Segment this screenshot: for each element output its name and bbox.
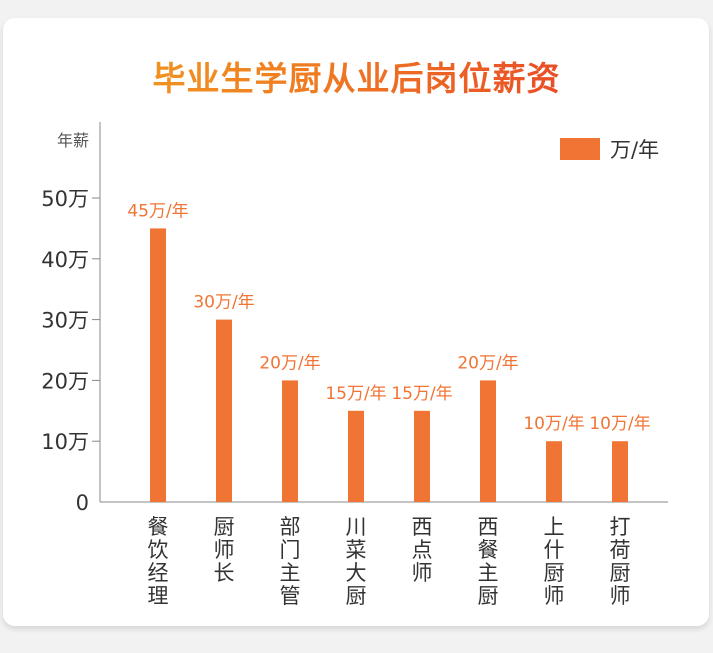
data-label: 15万/年	[325, 384, 386, 404]
x-tick-label-char: 厨	[346, 584, 367, 608]
x-tick-label-char: 师	[544, 584, 565, 608]
x-tick-label-char: 门	[280, 538, 301, 562]
y-tick-label: 10万	[41, 430, 89, 454]
legend: 万/年	[560, 134, 659, 164]
x-tick-label-char: 长	[214, 561, 235, 585]
bar	[612, 441, 628, 502]
x-tick-label-char: 师	[214, 538, 235, 562]
bar	[348, 410, 364, 502]
x-tick-label-char: 厨	[610, 561, 631, 585]
x-tick-label-char: 菜	[346, 538, 367, 562]
x-tick-label-char: 理	[148, 584, 169, 608]
x-tick-label-char: 厨	[214, 515, 235, 539]
y-tick-label: 0	[76, 491, 89, 515]
x-tick-label-char: 饮	[148, 538, 169, 562]
x-tick-label-char: 部	[280, 515, 301, 539]
data-label: 15万/年	[391, 384, 452, 404]
bar	[480, 380, 496, 502]
x-tick-label-char: 餐	[148, 515, 169, 539]
data-label: 30万/年	[193, 293, 254, 313]
x-tick-label-char: 主	[280, 561, 301, 585]
bar	[282, 380, 298, 502]
bar	[414, 410, 430, 502]
y-tick-label: 50万	[41, 187, 89, 211]
x-tick-label-char: 餐	[478, 538, 499, 562]
data-label: 10万/年	[589, 414, 650, 434]
x-tick-label-char: 大	[346, 561, 367, 585]
x-tick-label-char: 师	[610, 584, 631, 608]
bar	[546, 441, 562, 502]
bar	[216, 319, 232, 502]
legend-label: 万/年	[610, 138, 660, 162]
x-tick-label-char: 厨	[478, 584, 499, 608]
x-tick-label-char: 管	[280, 584, 301, 608]
x-tick-label-char: 厨	[544, 561, 565, 585]
bar	[150, 228, 166, 502]
y-tick-label: 20万	[41, 369, 89, 393]
data-label: 20万/年	[457, 353, 518, 373]
x-tick-label-char: 川	[346, 515, 367, 539]
x-tick-label-char: 主	[478, 561, 499, 585]
chart-card	[3, 18, 709, 626]
y-tick-label: 40万	[41, 248, 89, 272]
x-tick-label-char: 荷	[610, 538, 631, 562]
x-tick-label-char: 西	[412, 515, 433, 539]
x-tick-label-char: 打	[610, 515, 631, 539]
x-tick-label-char: 上	[544, 515, 565, 539]
y-axis-label: 年薪	[57, 131, 89, 150]
x-tick-label-char: 西	[478, 515, 499, 539]
x-tick-label-char: 师	[412, 561, 433, 585]
data-label: 20万/年	[259, 353, 320, 373]
data-label: 45万/年	[127, 201, 188, 221]
x-tick-label-char: 点	[412, 538, 433, 562]
chart-title: 毕业生学厨从业后岗位薪资	[0, 52, 713, 100]
x-tick-label-char: 经	[148, 561, 169, 585]
legend-swatch	[560, 138, 600, 160]
x-tick-label-char: 什	[544, 538, 565, 562]
data-label: 10万/年	[523, 414, 584, 434]
y-tick-label: 30万	[41, 309, 89, 333]
